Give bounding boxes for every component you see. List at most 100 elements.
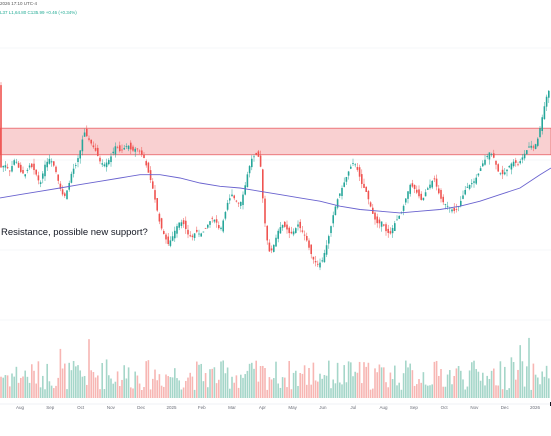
candle-body — [517, 164, 519, 166]
volume-bar — [77, 365, 79, 398]
candle-body — [191, 235, 194, 238]
candle-body — [537, 138, 539, 146]
candle-body — [354, 164, 356, 166]
volume-bar — [207, 387, 209, 398]
volume-bar — [376, 372, 378, 398]
chart-header-ohlc: L37 L1,64.80 C135.99 +0.46 (+0.34%) — [0, 10, 77, 15]
volume-bar — [79, 370, 81, 398]
volume-bar — [493, 368, 495, 398]
volume-bar — [288, 360, 290, 398]
volume-bar — [86, 384, 88, 398]
volume-bar — [253, 368, 255, 398]
candle-body — [79, 150, 81, 159]
candle-body — [24, 174, 26, 177]
volume-bar — [110, 378, 112, 398]
volume-bar — [528, 337, 530, 398]
candle-body — [429, 184, 431, 189]
candle-body — [523, 153, 526, 159]
candle-body — [424, 192, 427, 197]
volume-bar — [420, 382, 422, 398]
candle-body — [418, 189, 420, 197]
volume-bar — [2, 377, 4, 398]
volume-bar — [539, 384, 541, 398]
candle-body — [11, 166, 13, 172]
volume-bar — [380, 367, 383, 398]
volume-bar — [323, 374, 326, 398]
candle-body — [281, 224, 284, 228]
candle-body — [218, 225, 220, 229]
candle-body — [50, 161, 53, 163]
volume-bar — [112, 383, 114, 398]
candle-body — [284, 221, 286, 227]
volume-bar — [385, 382, 387, 398]
candle-body — [356, 167, 359, 170]
volume-bar — [33, 370, 35, 398]
candle-body — [59, 183, 62, 189]
candle-body — [427, 188, 429, 190]
candle-body — [374, 212, 376, 220]
candle-body — [543, 106, 546, 120]
candle-body — [44, 164, 46, 177]
volume-bar — [396, 385, 398, 398]
candle-body — [138, 150, 141, 152]
candle-body — [464, 189, 466, 195]
volume-bar — [22, 376, 24, 398]
candle-body — [310, 244, 312, 255]
volume-bar — [114, 381, 117, 398]
volume-bar — [193, 389, 196, 398]
volume-bar — [462, 379, 464, 398]
volume-bar — [451, 384, 453, 398]
volume-bar — [314, 380, 317, 398]
candle-body — [493, 153, 495, 158]
candle-body — [288, 227, 290, 234]
volume-bar — [116, 371, 119, 398]
candle-body — [64, 193, 66, 196]
candle-body — [143, 154, 145, 159]
candle-body — [473, 181, 475, 183]
volume-bar — [72, 360, 75, 398]
candle-body — [231, 194, 233, 197]
candle-body — [53, 161, 55, 166]
volume-bar — [394, 365, 396, 398]
volume-bar — [361, 383, 363, 398]
candle-body — [202, 231, 205, 233]
x-tick-label: Nov — [470, 405, 479, 410]
volume-bar — [57, 377, 59, 398]
volume-bar — [143, 387, 145, 398]
candle-body — [444, 204, 447, 205]
candle-body — [416, 189, 418, 193]
candle-body — [180, 222, 183, 226]
candle-body — [398, 215, 400, 219]
volume-bar — [198, 364, 200, 398]
candle-body — [266, 225, 268, 241]
candle-body — [127, 145, 130, 150]
volume-bar — [105, 359, 108, 398]
volume-bar — [347, 361, 350, 398]
candle-body — [75, 165, 77, 166]
volume-bar — [158, 374, 161, 398]
volume-bar — [515, 379, 517, 398]
volume-bar — [449, 370, 451, 398]
volume-bar — [484, 385, 486, 398]
volume-bar — [266, 389, 268, 398]
candle-body — [295, 228, 297, 233]
volume-bar — [270, 379, 273, 398]
volume-bar — [398, 382, 400, 398]
candle-body — [453, 208, 455, 212]
candle-body — [488, 152, 491, 160]
volume-bar — [182, 387, 185, 398]
candle-body — [97, 147, 99, 156]
candle-body — [332, 215, 334, 224]
candle-body — [242, 194, 244, 205]
volume-bar — [534, 374, 537, 398]
candle-body — [86, 128, 88, 137]
candle-body — [409, 184, 411, 194]
volume-bar — [418, 379, 420, 398]
volume-bar — [407, 367, 409, 398]
candle-body — [196, 229, 198, 232]
candle-body — [55, 166, 57, 173]
candle-body — [20, 164, 22, 172]
volume-bar — [262, 365, 264, 398]
volume-bar — [46, 363, 48, 398]
